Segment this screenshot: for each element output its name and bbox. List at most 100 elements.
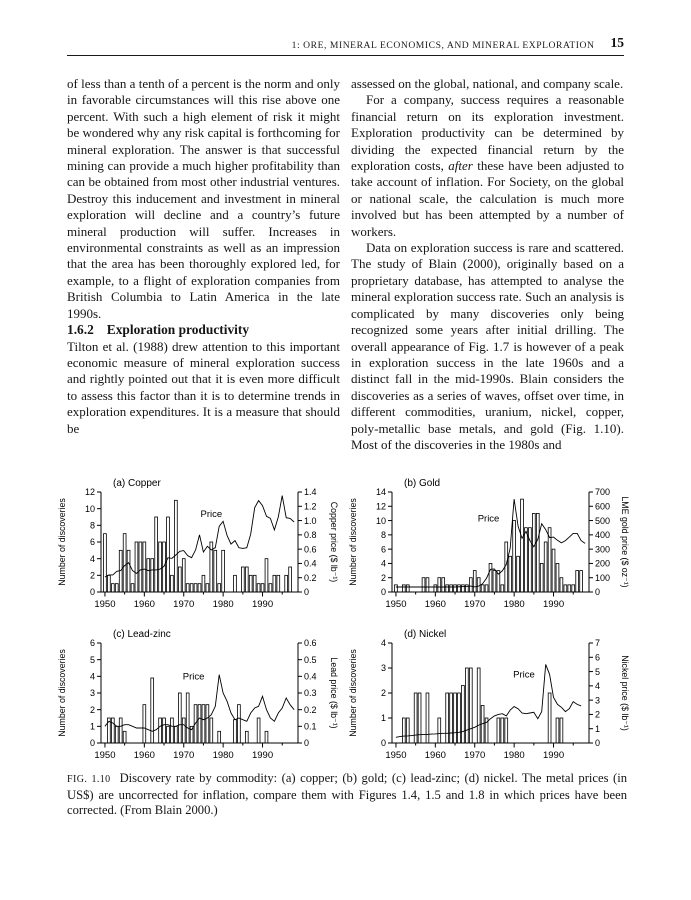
discovery-bar — [559, 577, 564, 593]
discovery-bar — [441, 577, 446, 593]
svg-text:10: 10 — [85, 504, 95, 514]
svg-text:4: 4 — [90, 672, 95, 682]
discovery-bar — [166, 725, 170, 744]
svg-text:1970: 1970 — [464, 750, 485, 761]
svg-text:400: 400 — [595, 530, 610, 540]
discovery-bar — [111, 717, 115, 744]
svg-text:0.4: 0.4 — [304, 672, 317, 682]
svg-text:1970: 1970 — [173, 599, 194, 610]
discovery-bar — [138, 541, 143, 593]
price-line — [104, 674, 295, 732]
chart-title: (d) Nickel — [404, 629, 446, 640]
svg-text:1: 1 — [90, 722, 95, 732]
svg-text:1960: 1960 — [425, 599, 446, 610]
price-annotation: Price — [478, 513, 500, 524]
discovery-bar — [178, 566, 182, 593]
chart-svg-b-gold: 0 2 4 6 8 10 12 14 0 100 200 300 400 500 600 700 1950 196… — [348, 478, 630, 610]
discovery-bar — [264, 558, 269, 593]
discovery-bar — [532, 513, 536, 593]
chart-title: (c) Lead-zinc — [113, 629, 171, 640]
discovery-bar — [244, 566, 249, 593]
right-column: assessed on the global, national, and co… — [351, 76, 624, 453]
discovery-bar — [453, 692, 457, 744]
svg-text:6: 6 — [381, 544, 386, 554]
svg-text:2: 2 — [381, 688, 386, 698]
discovery-bar — [421, 577, 426, 593]
discovery-bar — [111, 583, 115, 593]
svg-text:6: 6 — [595, 652, 600, 662]
price-line — [395, 664, 582, 738]
chart-title: (a) Copper — [113, 478, 161, 489]
figure-caption-text: Discovery rate by commodity: (a) copper;… — [67, 771, 627, 818]
svg-text:1960: 1960 — [134, 599, 155, 610]
paragraph-text: these have been adjusted to take account… — [351, 158, 624, 239]
svg-text:5: 5 — [90, 655, 95, 665]
discovery-bar — [402, 717, 406, 744]
discovery-bar — [476, 577, 481, 593]
discovery-bar — [272, 574, 277, 593]
price-line — [104, 495, 295, 578]
discovery-bar — [174, 725, 178, 744]
page-header: 1: ORE, MINERAL ECONOMICS, AND MINERAL E… — [67, 30, 624, 56]
discovery-bar — [276, 574, 281, 593]
svg-text:12: 12 — [85, 487, 95, 497]
discovery-bar — [433, 584, 438, 593]
svg-text:1990: 1990 — [543, 750, 564, 761]
discovery-bar — [158, 541, 162, 593]
svg-text:1.2: 1.2 — [304, 501, 317, 511]
chart-b-gold: 0 2 4 6 8 10 12 14 0 100 200 300 400 500 600 700 1950 196… — [346, 477, 635, 627]
page-number: 15 — [610, 35, 625, 50]
discovery-bar — [130, 583, 135, 593]
discovery-bar — [288, 566, 292, 593]
discovery-bar — [201, 574, 206, 593]
paragraph-text: For a company, success requires a reason… — [351, 92, 624, 174]
chart-a-copper: 0 2 4 6 8 10 12 0 0.2 0.4 0.6 0.8 1.0 1.2 1.4 1950 1960 1… — [55, 477, 344, 627]
discovery-bar — [142, 704, 147, 744]
discovery-bar — [217, 730, 222, 744]
discovery-bar — [213, 549, 218, 593]
discovery-bar — [575, 570, 579, 593]
chart-c-lead-zinc: 0 1 2 3 4 5 6 0 0.1 0.2 0.3 0.4 0.5 0.6 1950 1960 1970 19… — [55, 628, 344, 778]
discovery-bar — [193, 583, 198, 593]
discovery-bar — [264, 730, 269, 744]
discovery-bar — [394, 584, 398, 593]
discovery-bar — [520, 498, 524, 593]
discovery-bar — [449, 584, 453, 593]
discovery-bar — [122, 730, 127, 744]
paragraph: assessed on the global, national, and co… — [351, 76, 624, 91]
svg-text:0.4: 0.4 — [304, 559, 317, 569]
discovery-bar — [150, 677, 155, 744]
discovery-bar — [579, 570, 583, 593]
discovery-bar — [241, 566, 245, 593]
discovery-bar — [535, 513, 540, 593]
discovery-bar — [461, 685, 465, 744]
discovery-bar — [488, 563, 493, 593]
discovery-bar — [500, 717, 505, 744]
svg-text:0: 0 — [381, 587, 386, 597]
discovery-bar — [252, 574, 257, 593]
discovery-bar — [405, 584, 410, 593]
discovery-bar — [516, 555, 520, 593]
discovery-bar — [107, 574, 111, 593]
svg-text:1990: 1990 — [252, 750, 273, 761]
discovery-bar — [559, 717, 564, 744]
discovery-bar — [233, 719, 237, 744]
svg-text:200: 200 — [595, 559, 610, 569]
svg-text:0: 0 — [595, 587, 600, 597]
discovery-bar — [205, 583, 210, 593]
paragraph: Data on exploration success is rare and … — [351, 240, 624, 452]
discovery-bar — [461, 584, 465, 593]
discovery-bar — [476, 667, 481, 744]
discovery-bar — [233, 574, 237, 593]
discovery-bar — [551, 548, 556, 593]
svg-text:10: 10 — [376, 516, 386, 526]
price-annotation: Price — [183, 672, 205, 683]
discovery-bar — [158, 717, 162, 744]
discovery-bar — [555, 717, 560, 744]
discovery-bar — [524, 527, 528, 593]
discovery-bar — [114, 725, 119, 744]
svg-text:1950: 1950 — [94, 750, 115, 761]
svg-text:100: 100 — [595, 573, 610, 583]
discovery-bar — [405, 717, 410, 744]
discovery-bar — [465, 667, 469, 744]
